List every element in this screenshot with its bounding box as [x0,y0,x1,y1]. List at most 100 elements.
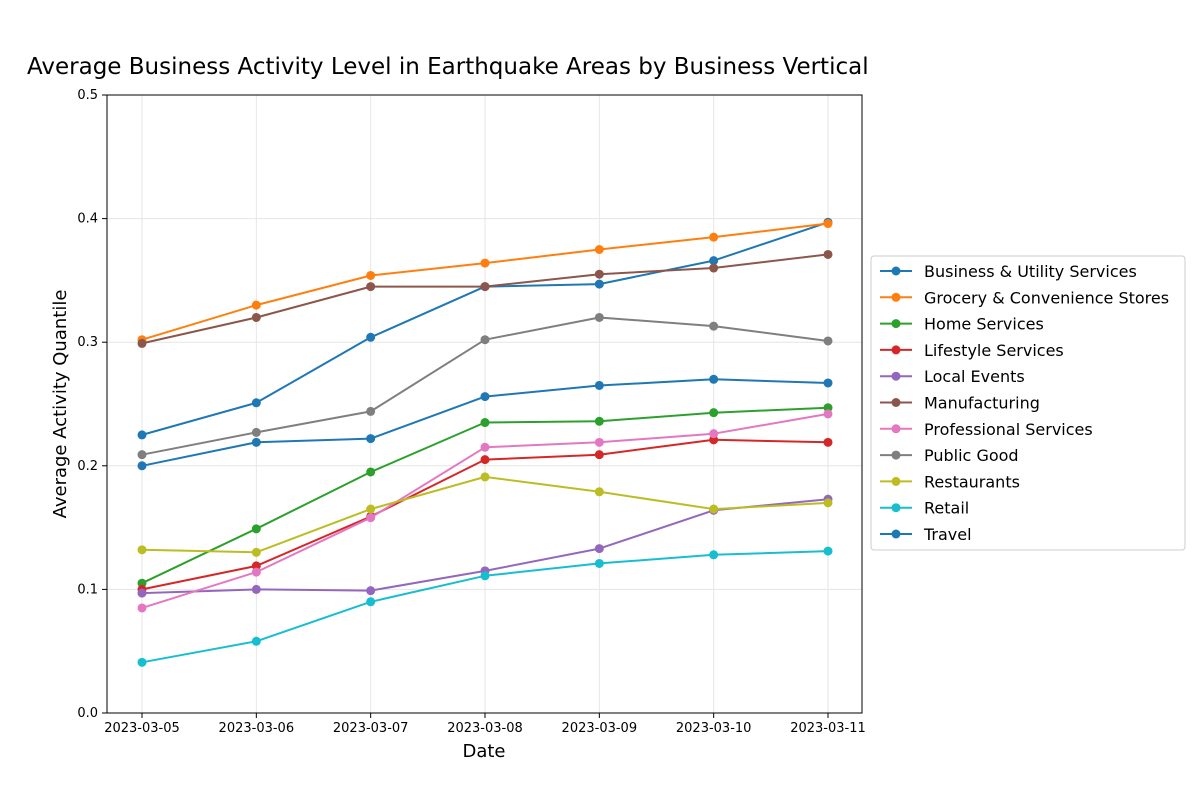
y-tick-label: 0.0 [77,706,98,721]
data-point [137,338,147,348]
legend-label: Home Services [924,315,1044,334]
legend-marker [891,371,901,381]
data-point [709,435,719,445]
legend-label: Manufacturing [924,394,1040,413]
data-point [251,584,261,594]
data-point [823,219,833,229]
y-axis-ticks: 0.0 0.1 0.2 0.3 0.4 0.5 [77,88,107,721]
data-point [594,269,604,279]
data-point [480,282,490,292]
x-tick-label: 2023-03-05 [104,721,180,736]
data-point [366,406,376,416]
x-tick-label: 2023-03-07 [333,721,409,736]
series-group [137,403,833,588]
legend-marker [891,529,901,539]
data-point [823,249,833,259]
data-point [366,282,376,292]
legend-label: Business & Utility Services [924,262,1137,281]
data-point [137,430,147,440]
x-tick-label: 2023-03-10 [676,721,752,736]
legend-label: Travel [923,525,972,544]
legend-entry: Business & Utility Services [880,262,1137,281]
series-group [137,409,833,613]
legend-marker [891,292,901,302]
data-point [366,513,376,523]
series-group [137,546,833,667]
plot-area-frame [106,94,863,714]
data-point [709,374,719,384]
data-point [709,550,719,560]
legend-entry: Professional Services [880,420,1093,439]
data-point [366,586,376,596]
data-point [137,461,147,471]
data-point [480,418,490,428]
chart-title: Average Business Activity Level in Earth… [27,54,869,80]
legend-entry: Public Good [880,446,1019,465]
data-point [594,437,604,447]
y-tick-label: 0.4 [77,212,98,227]
data-point [823,546,833,556]
series-group [137,249,833,348]
data-point [137,545,147,555]
data-point [594,544,604,554]
data-point [594,312,604,322]
data-point [366,270,376,280]
data-point [251,312,261,322]
y-tick-label: 0.1 [77,582,98,597]
data-point [366,332,376,342]
data-point [709,263,719,273]
legend-label: Grocery & Convenience Stores [924,288,1169,307]
data-point [137,588,147,598]
data-point [480,455,490,465]
legend-entry: Local Events [880,367,1025,386]
x-tick-label: 2023-03-09 [562,721,638,736]
data-point [594,416,604,426]
data-point [251,567,261,577]
series-lines [137,217,833,667]
data-point [594,558,604,568]
data-point [251,398,261,408]
x-axis-ticks: 2023-03-05 2023-03-06 2023-03-07 2023-03-08… [104,713,866,736]
legend-marker [891,398,901,407]
x-tick-label: 2023-03-11 [790,721,866,736]
data-point [594,245,604,254]
y-axis-label: Average Activity Quantile [50,290,71,519]
data-point [709,504,719,514]
data-point [251,547,261,557]
data-point [137,450,147,460]
data-point [251,561,261,571]
legend-marker [891,424,901,434]
legend-entry: Restaurants [880,472,1020,491]
data-point [251,300,261,310]
data-point [823,378,833,388]
data-point [480,258,490,268]
legend-label: Professional Services [924,420,1093,439]
grid [107,94,862,714]
data-point [137,657,147,667]
legend-label: Public Good [924,446,1019,465]
data-point [709,256,719,266]
legend-marker [891,476,901,486]
data-point [480,392,490,402]
data-point [366,504,376,514]
data-point [366,434,376,444]
data-point [594,450,604,460]
data-point [709,321,719,331]
data-point [823,498,833,508]
y-tick-label: 0.5 [77,88,98,103]
legend-entry: Travel [880,525,972,544]
legend-marker [891,345,901,355]
data-point [823,409,833,419]
legend-entry: Home Services [880,315,1044,334]
series-group [137,374,833,471]
legend-entry: Grocery & Convenience Stores [880,288,1169,307]
legend-entry: Manufacturing [880,394,1040,413]
legend-label: Local Events [924,367,1025,386]
series-group [137,435,833,594]
data-point [251,437,261,447]
legend-entry: Lifestyle Services [880,341,1064,360]
data-point [137,603,147,613]
data-point [480,571,490,581]
data-point [823,437,833,447]
